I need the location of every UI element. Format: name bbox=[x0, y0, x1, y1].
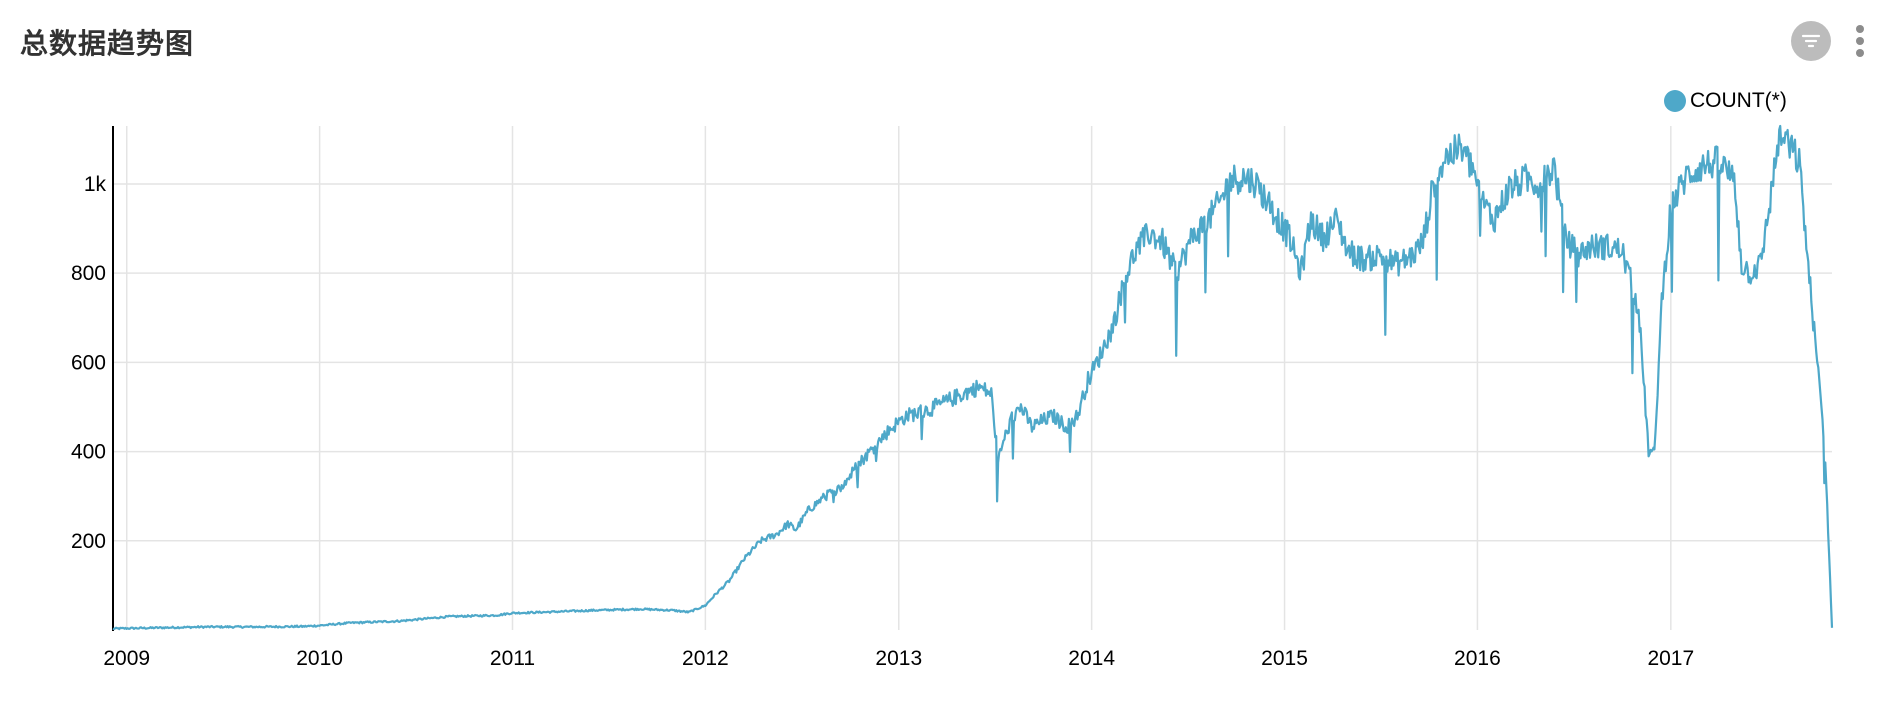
y-tick-label: 1k bbox=[84, 173, 107, 196]
x-tick-label: 2016 bbox=[1454, 647, 1501, 670]
legend-label: COUNT(*) bbox=[1690, 89, 1787, 112]
x-tick-label: 2012 bbox=[682, 647, 729, 670]
x-tick-label: 2013 bbox=[875, 647, 922, 670]
filter-icon bbox=[1801, 34, 1821, 48]
more-vertical-icon bbox=[1856, 25, 1864, 33]
y-tick-label: 400 bbox=[71, 441, 106, 464]
legend-item[interactable]: COUNT(*) bbox=[1664, 86, 1787, 116]
x-tick-label: 2009 bbox=[103, 647, 150, 670]
y-tick-label: 200 bbox=[71, 530, 106, 553]
y-tick-label: 800 bbox=[71, 262, 106, 285]
x-tick-label: 2014 bbox=[1068, 647, 1115, 670]
x-tick-label: 2011 bbox=[490, 647, 535, 670]
more-vertical-icon bbox=[1856, 49, 1864, 57]
y-tick-label: 600 bbox=[71, 351, 106, 374]
x-tick-label: 2010 bbox=[296, 647, 343, 670]
legend-marker bbox=[1664, 90, 1686, 112]
series-line-count bbox=[112, 124, 1834, 631]
x-tick-label: 2017 bbox=[1647, 647, 1694, 670]
more-options-button[interactable] bbox=[1848, 20, 1872, 62]
chart-title: 总数据趋势图 bbox=[20, 27, 195, 60]
more-vertical-icon bbox=[1856, 37, 1864, 45]
x-tick-label: 2015 bbox=[1261, 647, 1308, 670]
filter-button[interactable] bbox=[1791, 21, 1831, 61]
